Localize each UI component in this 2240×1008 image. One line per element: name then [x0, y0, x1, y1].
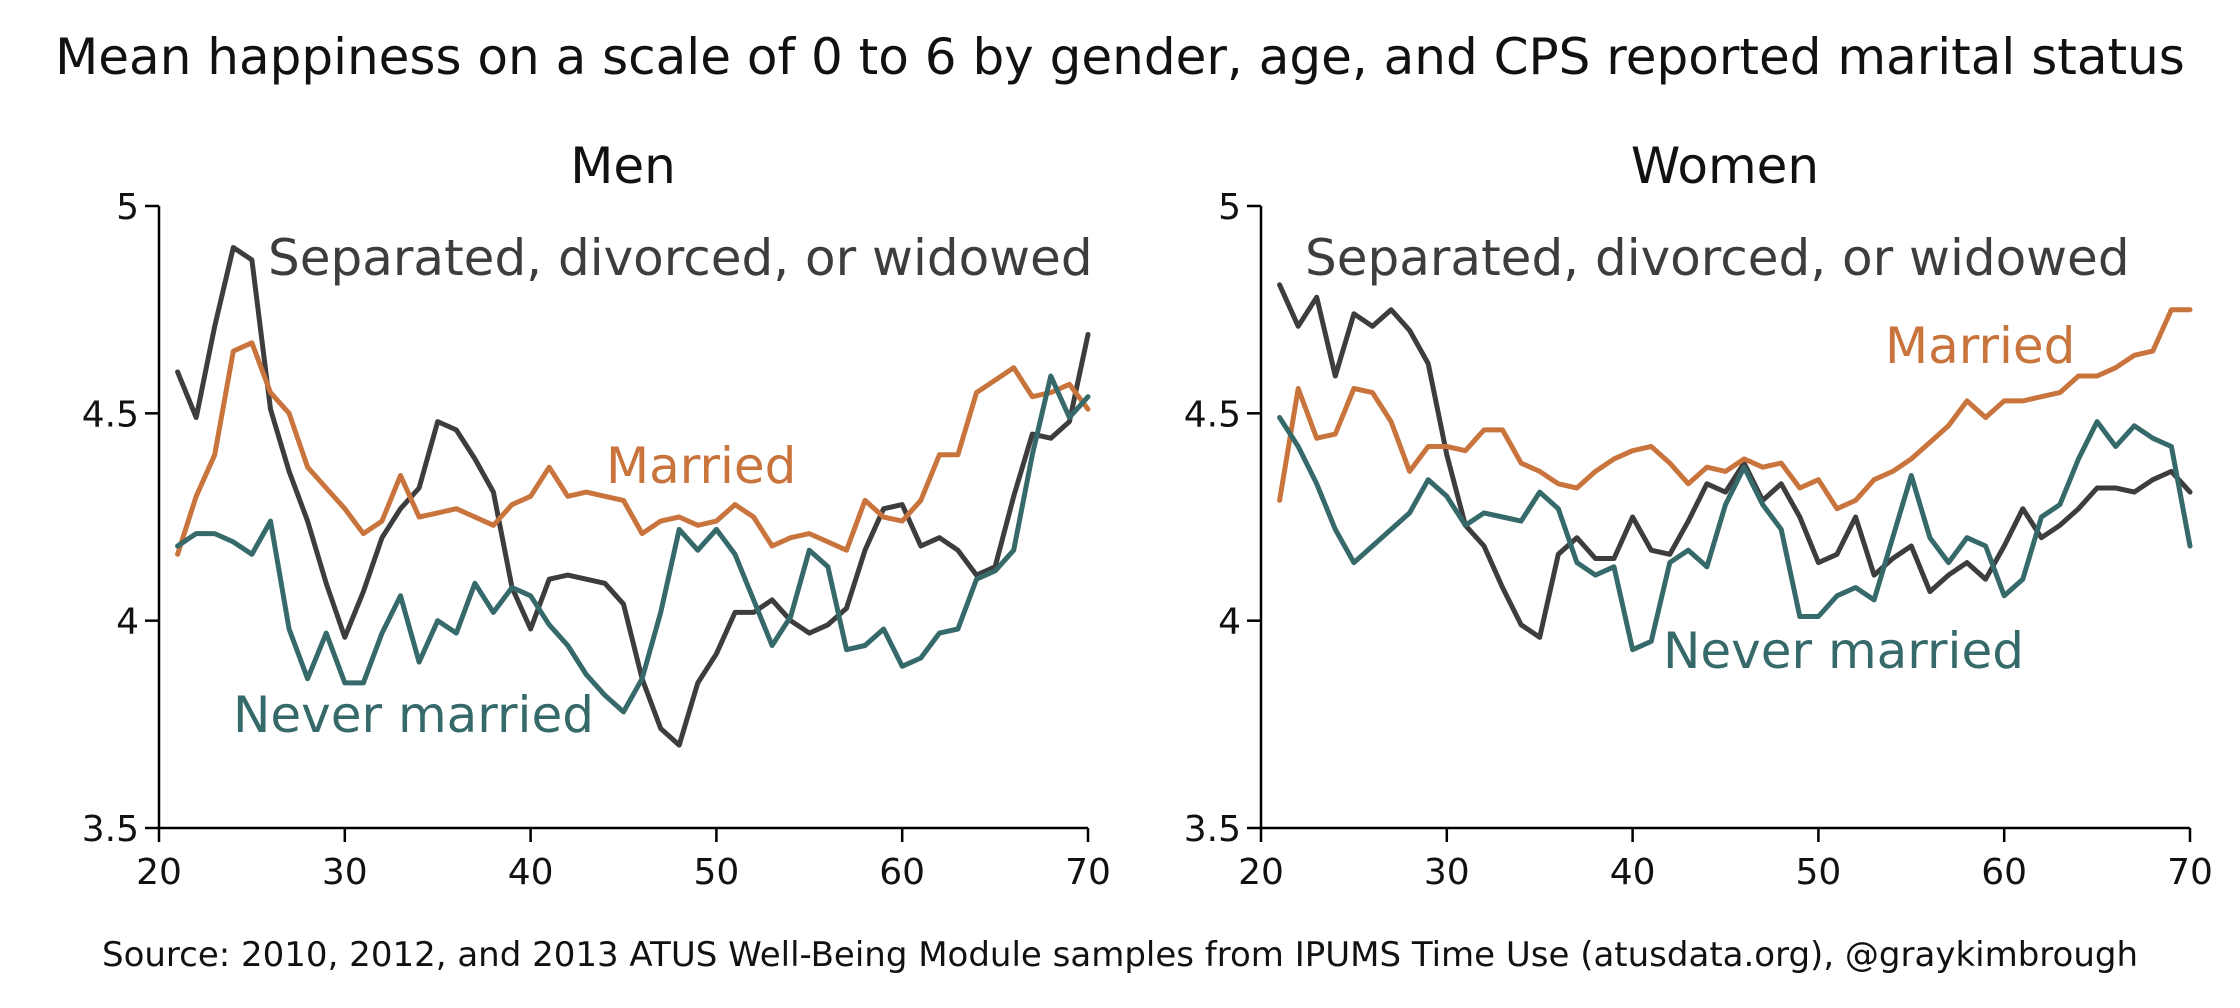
- y-tick-label: 4.5: [1184, 394, 1241, 435]
- source-note: Source: 2010, 2012, and 2013 ATUS Well-B…: [102, 935, 2138, 975]
- chart-title: Mean happiness on a scale of 0 to 6 by g…: [55, 28, 2185, 86]
- x-tick-label: 50: [1795, 852, 1841, 893]
- series-label-never-married: Never married: [1663, 622, 2024, 680]
- y-tick-label: 4: [116, 602, 139, 643]
- x-tick-label: 20: [136, 852, 182, 893]
- x-tick-label: 40: [1610, 852, 1656, 893]
- panel-men: Men 3.5 4 4.5 5 20 30 40 50 60 70 Separated, divorc…: [82, 137, 1111, 893]
- series-line-married: [1277, 307, 2193, 512]
- series-line-never-married: [175, 373, 1091, 715]
- series-label-separated-divorced-or-widowed: Separated, divorced, or widowed: [1305, 229, 2130, 287]
- x-tick-label: 30: [322, 852, 368, 893]
- panel-women: Women 3.5 4 4.5 5 20 30 40 50 60 70 Separated, divo…: [1184, 137, 2213, 893]
- y-tick-label: 3.5: [1184, 809, 1241, 850]
- panel-title: Women: [1631, 137, 1819, 195]
- x-tick-label: 20: [1238, 852, 1284, 893]
- y-tick-label: 4.5: [82, 394, 139, 435]
- panel-title: Men: [570, 137, 676, 195]
- x-tick-label: 50: [693, 852, 739, 893]
- series-label-separated-divorced-or-widowed: Separated, divorced, or widowed: [268, 229, 1093, 287]
- series-line-married: [175, 340, 1091, 557]
- y-tick-label: 4: [1218, 602, 1241, 643]
- x-tick-label: 70: [1065, 852, 1111, 893]
- y-tick-label: 3.5: [82, 809, 139, 850]
- x-tick-label: 60: [1981, 852, 2027, 893]
- series-label-married: Married: [606, 437, 796, 495]
- x-tick-label: 70: [2167, 852, 2213, 893]
- y-tick-label: 5: [116, 187, 139, 228]
- series-line-separated-divorced-or-widowed: [175, 245, 1091, 748]
- x-tick-label: 30: [1424, 852, 1470, 893]
- series-label-married: Married: [1885, 317, 2075, 375]
- series-line-never-married: [1277, 415, 2193, 653]
- y-tick-label: 5: [1218, 187, 1241, 228]
- series-label-never-married: Never married: [233, 686, 594, 744]
- x-tick-label: 40: [508, 852, 554, 893]
- x-tick-label: 60: [879, 852, 925, 893]
